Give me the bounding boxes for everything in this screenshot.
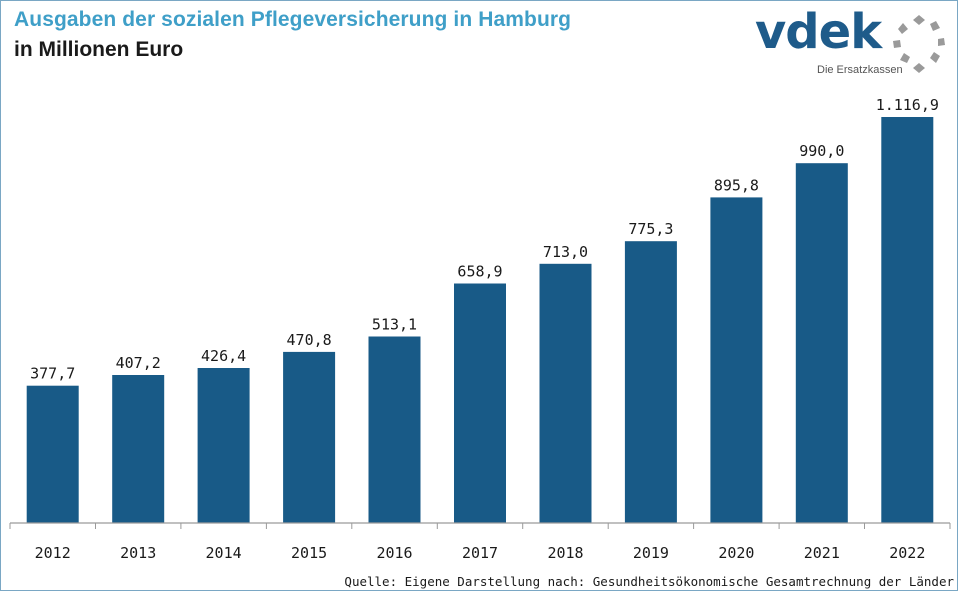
value-label-2015: 470,8 (287, 331, 332, 349)
value-label-2019: 775,3 (628, 220, 673, 238)
bar-2020 (710, 197, 763, 523)
value-label-2017: 658,9 (457, 263, 502, 281)
x-ticks-group (9, 523, 951, 529)
bars-group (26, 117, 934, 523)
x-tick-label-2020: 2020 (718, 544, 754, 562)
value-labels-group: 377,7 407,2 426,4 470,8 513,1 658,9 713,0 775,3… (30, 96, 939, 383)
chart-title: Ausgaben der sozialen Pflegeversicherung… (14, 8, 572, 31)
logo-wordmark: vdek (755, 4, 882, 60)
x-tick-label-2019: 2019 (633, 544, 669, 562)
x-tick-label-2012: 2012 (35, 544, 71, 562)
value-label-2014: 426,4 (201, 347, 246, 365)
bar-2013 (112, 375, 165, 523)
x-tick-label-2013: 2013 (120, 544, 156, 562)
x-tick-label-2014: 2014 (206, 544, 242, 562)
x-tick-label-2016: 2016 (376, 544, 412, 562)
value-label-2021: 990,0 (799, 142, 844, 160)
x-tick-label-2017: 2017 (462, 544, 498, 562)
bar-2021 (795, 163, 848, 523)
source-note: Quelle: Eigene Darstellung nach: Gesundh… (344, 574, 954, 589)
value-label-2022: 1.116,9 (876, 96, 939, 114)
x-tick-labels-group: 2012 2013 2014 2015 2016 2017 2018 2019 2020 2021… (35, 544, 926, 562)
x-tick-label-2018: 2018 (547, 544, 583, 562)
value-label-2018: 713,0 (543, 243, 588, 261)
chart-subtitle: in Millionen Euro (14, 38, 184, 61)
bar-2016 (368, 336, 421, 523)
x-tick-label-2022: 2022 (889, 544, 925, 562)
bar-2015 (283, 351, 336, 523)
value-label-2016: 513,1 (372, 316, 417, 334)
vdek-logo: vdek Die Ersatzkassen (755, 4, 955, 80)
value-label-2020: 895,8 (714, 176, 759, 194)
logo-tagline: Die Ersatzkassen (817, 64, 903, 76)
x-tick-label-2021: 2021 (804, 544, 840, 562)
bar-2017 (454, 283, 506, 523)
ring-of-dots-icon (893, 15, 945, 73)
bar-2012 (26, 385, 79, 523)
bar-2018 (539, 263, 592, 523)
x-tick-label-2015: 2015 (291, 544, 327, 562)
bar-2019 (624, 241, 677, 523)
value-label-2013: 407,2 (116, 354, 161, 372)
bar-2014 (197, 368, 250, 523)
value-label-2012: 377,7 (30, 365, 75, 383)
bar-2022 (881, 117, 934, 523)
